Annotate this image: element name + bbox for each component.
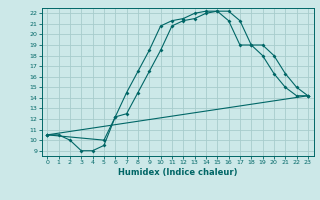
X-axis label: Humidex (Indice chaleur): Humidex (Indice chaleur) — [118, 168, 237, 177]
